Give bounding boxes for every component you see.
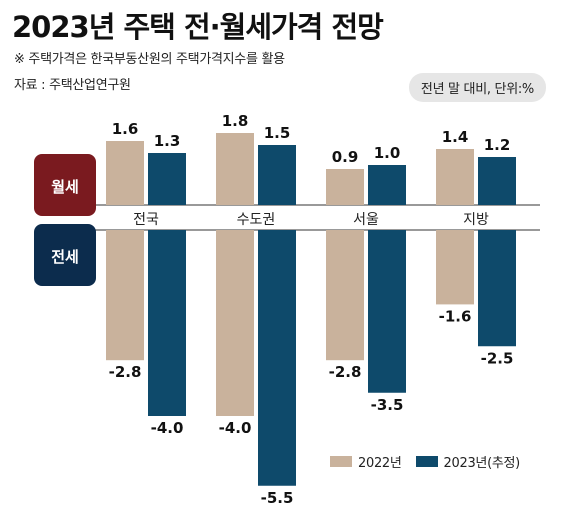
panel-badge-monthly — [34, 154, 96, 216]
bar-jeonse-2022 — [106, 230, 144, 361]
bar-monthly-2023 — [478, 157, 516, 205]
bar-jeonse-2023 — [368, 230, 406, 393]
panel-badge-jeonse — [34, 224, 96, 286]
legend-label-2023: 2023년(추정) — [443, 456, 521, 471]
data-label: -4.0 — [151, 419, 184, 437]
bar-monthly-2023 — [148, 153, 186, 205]
data-label: 1.6 — [112, 120, 139, 138]
legend-swatch-2022 — [330, 456, 352, 467]
category-label: 수도권 — [237, 212, 276, 228]
category-label: 지방 — [463, 212, 489, 228]
bar-monthly-2023 — [368, 165, 406, 205]
bar-monthly-2022 — [106, 141, 144, 205]
data-label: 1.3 — [154, 132, 181, 150]
data-label: 1.5 — [264, 124, 291, 142]
bar-monthly-2022 — [436, 149, 474, 205]
bar-jeonse-2022 — [216, 230, 254, 416]
data-label: 1.0 — [374, 144, 401, 162]
bar-monthly-2023 — [258, 145, 296, 205]
category-label: 서울 — [353, 212, 379, 228]
chart-source: 자료 : 주택산업연구원 — [14, 78, 131, 93]
legend-item-2022: 2022년 — [330, 452, 402, 471]
bar-monthly-2022 — [326, 169, 364, 205]
data-label: 1.2 — [484, 136, 511, 154]
legend-swatch-2023 — [415, 456, 438, 467]
data-label: -3.5 — [371, 396, 404, 414]
panel-label-jeonse: 전세 — [51, 248, 79, 266]
bar-jeonse-2023 — [258, 230, 296, 486]
data-label: -5.5 — [261, 489, 294, 507]
data-label: 1.4 — [442, 128, 469, 146]
data-label: -2.8 — [329, 363, 362, 381]
category-label: 전국 — [133, 212, 159, 228]
data-label: -2.5 — [481, 349, 514, 367]
chart-title: 2023년 주택 전·월세가격 전망 — [12, 10, 384, 44]
data-label: -2.8 — [109, 363, 142, 381]
bar-jeonse-2023 — [148, 230, 186, 416]
data-label: 1.8 — [222, 112, 249, 130]
bar-jeonse-2023 — [478, 230, 516, 347]
data-label: 0.9 — [332, 148, 359, 166]
legend: 2022년 2023년(추정) — [330, 452, 534, 471]
unit-badge: 전년 말 대비, 단위:% — [408, 73, 546, 102]
chart-note: ※ 주택가격은 한국부동산원의 주택가격지수를 활용 — [14, 52, 285, 67]
data-label: -1.6 — [439, 307, 472, 325]
bar-jeonse-2022 — [436, 230, 474, 305]
bar-monthly-2022 — [216, 133, 254, 205]
panel-label-monthly: 월세 — [51, 178, 79, 196]
data-label: -4.0 — [219, 419, 252, 437]
legend-label-2022: 2022년 — [358, 456, 402, 471]
legend-item-2023: 2023년(추정) — [415, 452, 521, 471]
bar-jeonse-2022 — [326, 230, 364, 361]
